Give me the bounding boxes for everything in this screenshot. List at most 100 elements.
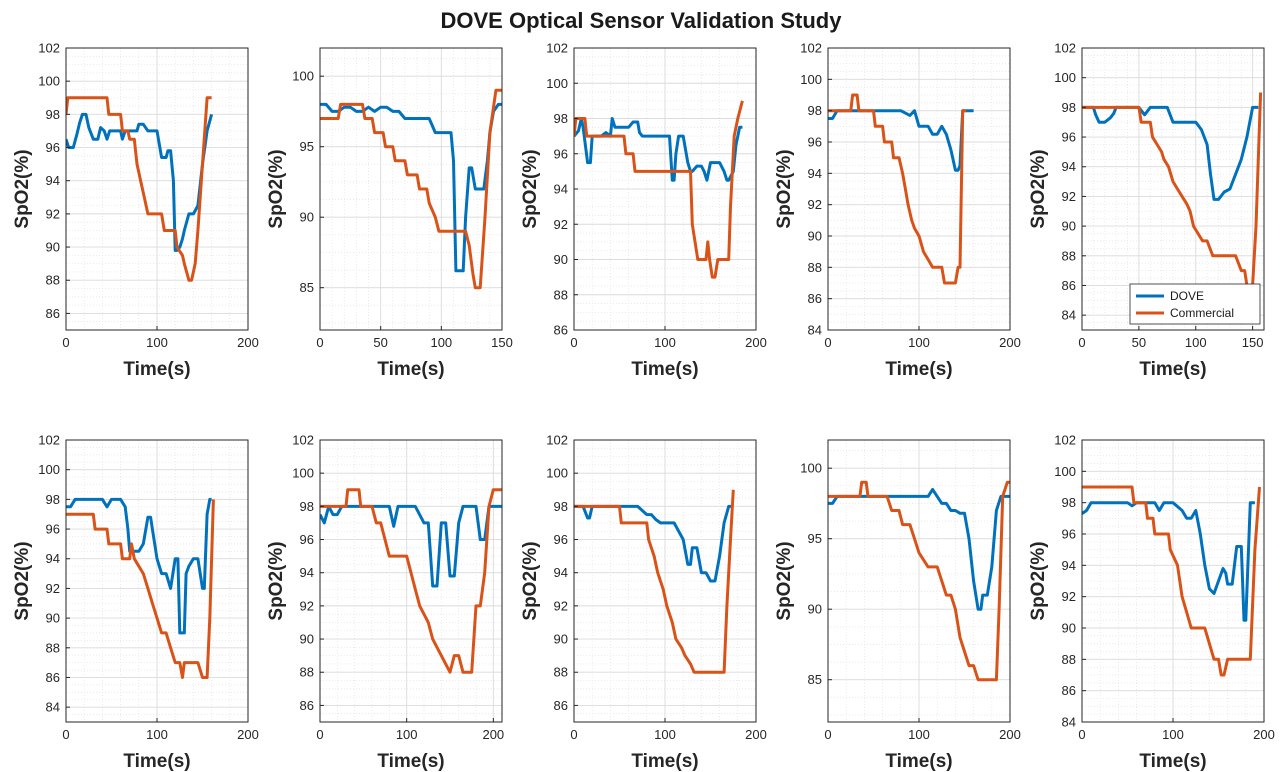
x-axis-label: Time(s) [885,751,952,772]
x-tick-label: 100 [1162,727,1184,742]
y-tick-label: 88 [46,273,60,288]
y-tick-label: 84 [46,700,60,715]
x-tick-label: 0 [570,727,577,742]
y-tick-label: 102 [1054,41,1076,56]
series-line-commercial [574,100,744,279]
y-tick-label: 86 [300,698,314,713]
y-tick-label: 95 [808,531,822,546]
x-tick-label: 100 [430,335,452,350]
y-tick-label: 96 [554,532,568,547]
x-tick-label: 200 [999,727,1021,742]
y-tick-label: 98 [1062,100,1076,115]
y-tick-label: 100 [292,466,314,481]
x-tick-label: 200 [237,335,259,350]
axes-box [319,439,503,723]
x-axis-label: Time(s) [377,751,444,772]
subplot-7: 0 100 200 86 88 90 92 94 96 98 100 102 Time(s) SpO2(%… [266,433,504,772]
x-axis-label: Time(s) [377,359,444,380]
x-tick-label: 200 [999,335,1021,350]
y-tick-label: 86 [1062,278,1076,293]
subplot-3: 0 100 200 86 88 90 92 94 96 98 100 102 Time(s) SpO2(%… [520,41,767,381]
y-tick-label: 85 [300,280,314,295]
y-tick-label: 94 [808,166,822,181]
x-tick-label: 100 [908,727,930,742]
series-line-commercial [66,499,215,679]
y-tick-label: 98 [808,103,822,118]
subplot-10: 0 100 200 84 86 88 90 92 94 96 98 100 102 Time(s) SpO2… [1028,433,1275,772]
x-tick-label: 50 [373,335,387,350]
y-axis-label: SpO2(%) [1028,541,1049,620]
y-axis-label: SpO2(%) [520,541,541,620]
x-tick-label: 100 [654,727,676,742]
x-tick-label: 100 [396,727,418,742]
x-tick-label: 0 [316,727,323,742]
y-axis-label: SpO2(%) [774,541,795,620]
y-tick-label: 100 [1054,464,1076,479]
plot-area [320,48,502,330]
series-line-commercial [1082,92,1263,287]
x-tick-label: 200 [745,335,767,350]
y-tick-label: 92 [554,217,568,232]
y-axis-label: SpO2(%) [266,149,287,228]
x-tick-label: 0 [1078,727,1085,742]
series-line-dove [66,112,214,252]
x-tick-label: 50 [1132,335,1146,350]
x-tick-label: 100 [146,727,168,742]
y-tick-label: 88 [808,260,822,275]
series-line-dove [66,497,212,635]
y-tick-label: 98 [554,499,568,514]
y-tick-label: 94 [1062,159,1076,174]
x-axis-label: Time(s) [885,359,952,380]
x-tick-label: 200 [745,727,767,742]
y-tick-label: 88 [554,287,568,302]
y-tick-label: 96 [554,146,568,161]
y-tick-label: 90 [300,210,314,225]
y-tick-label: 96 [46,140,60,155]
y-axis-label: SpO2(%) [266,541,287,620]
x-tick-label: 0 [824,335,831,350]
y-tick-label: 92 [300,598,314,613]
series-line-dove [320,102,502,273]
y-tick-label: 100 [38,462,60,477]
y-tick-label: 84 [808,323,822,338]
y-tick-label: 92 [46,206,60,221]
y-tick-label: 96 [46,522,60,537]
x-tick-label: 0 [62,335,69,350]
y-tick-label: 98 [554,111,568,126]
y-tick-label: 96 [1062,130,1076,145]
series-line-dove [828,487,1010,611]
y-tick-label: 90 [1062,621,1076,636]
x-axis-label: Time(s) [123,751,190,772]
y-tick-label: 90 [46,240,60,255]
y-tick-label: 96 [808,135,822,150]
x-tick-label: 200 [482,727,504,742]
axes-box [1081,47,1265,331]
series-line-commercial [320,88,502,290]
subplot-5: 0 50 100 150 84 86 88 90 92 94 96 98 100 102 Time(s) Sp… [1028,41,1265,380]
subplot-2: 0 50 100 150 85 90 95 100 Time(s) SpO2(%) [266,47,513,380]
y-tick-label: 88 [1062,248,1076,263]
y-tick-label: 90 [808,602,822,617]
subplot-4: 0 100 200 84 86 88 90 92 94 96 98 100 102 Time(s) SpO2… [774,41,1021,381]
x-tick-label: 100 [654,335,676,350]
y-tick-label: 98 [1062,495,1076,510]
axes-box [319,47,503,331]
legend-label-dove: DOVE [1170,289,1204,303]
y-tick-label: 90 [808,229,822,244]
x-axis-label: Time(s) [631,359,698,380]
series-line-dove [1082,105,1259,201]
x-tick-label: 150 [1242,335,1264,350]
x-axis-label: Time(s) [1139,751,1206,772]
figure-title: DOVE Optical Sensor Validation Study [441,8,843,33]
y-tick-label: 86 [46,306,60,321]
series-line-commercial [66,96,212,282]
y-tick-label: 88 [46,640,60,655]
x-tick-label: 0 [316,335,323,350]
x-tick-label: 200 [1253,727,1275,742]
x-tick-label: 0 [62,727,69,742]
y-tick-label: 100 [546,466,568,481]
y-tick-label: 90 [554,632,568,647]
legend: DOVE Commercial [1129,283,1261,325]
y-tick-label: 100 [292,69,314,84]
y-tick-label: 90 [554,252,568,267]
